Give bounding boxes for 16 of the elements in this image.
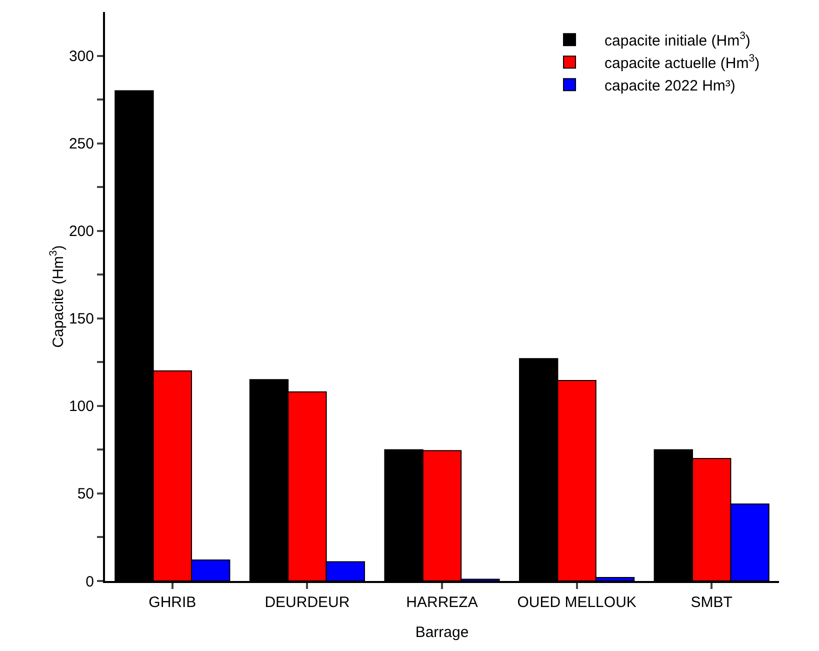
y-tick-label: 150	[68, 310, 94, 328]
y-tick-label: 50	[77, 486, 94, 503]
legend-label: capacite 2022 Hm³)	[604, 77, 736, 94]
y-tick-label: 250	[68, 136, 94, 153]
y-tick-label: 300	[68, 48, 94, 66]
x-tick-label: GHRIB	[148, 594, 196, 611]
x-tick-label: HARREZA	[406, 594, 478, 611]
x-tick-label: OUED MELLOUK	[517, 594, 636, 611]
x-tick-label: SMBT	[690, 594, 732, 611]
legend-label: capacite actuelle (Hm$^{3}$)	[604, 52, 760, 72]
y-tick-label: 200	[68, 223, 94, 240]
y-tick-label: 100	[68, 398, 94, 416]
x-tick-label: DEURDEUR	[264, 594, 350, 611]
y-tick-label: 0	[86, 573, 94, 590]
legend-label: capacite initiale (Hm$^{3}$)	[604, 30, 750, 50]
x-axis-title: Barrage	[415, 624, 469, 641]
